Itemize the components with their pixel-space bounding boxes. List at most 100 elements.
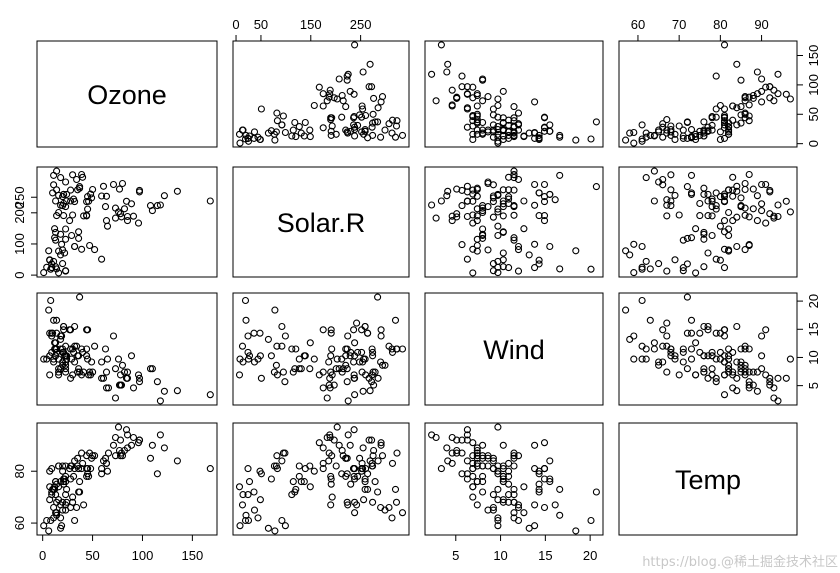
data-point	[292, 345, 300, 353]
data-point	[535, 256, 543, 264]
data-point	[473, 102, 481, 110]
data-point	[473, 212, 481, 220]
data-point	[489, 260, 497, 268]
data-point	[428, 201, 436, 209]
data-point	[463, 90, 471, 98]
data-point	[374, 293, 382, 301]
data-point	[729, 384, 737, 392]
data-point	[540, 217, 549, 225]
data-point	[250, 358, 259, 366]
data-point	[733, 60, 741, 68]
data-point	[671, 191, 679, 199]
data-point	[494, 222, 502, 230]
data-point	[745, 213, 753, 221]
data-point	[655, 260, 663, 268]
data-point	[655, 128, 663, 136]
data-point	[725, 186, 733, 194]
data-point	[510, 186, 518, 194]
data-point	[737, 103, 745, 111]
data-point	[62, 491, 70, 499]
data-point	[98, 255, 106, 263]
data-point	[330, 94, 338, 102]
tick-label: 90	[754, 17, 768, 32]
data-point	[572, 527, 580, 535]
data-point	[437, 465, 445, 473]
data-point	[473, 185, 481, 194]
data-point	[687, 329, 696, 337]
data-point	[135, 186, 144, 194]
data-point	[679, 236, 687, 244]
data-point	[708, 121, 716, 129]
data-point	[123, 217, 132, 225]
data-point	[319, 102, 327, 110]
data-point	[469, 245, 477, 253]
data-point	[505, 193, 513, 201]
data-point	[514, 246, 523, 254]
data-point	[766, 378, 774, 386]
data-point	[725, 345, 733, 353]
data-point	[473, 192, 481, 200]
data-point	[692, 371, 700, 379]
data-point	[343, 498, 351, 506]
data-point	[700, 184, 708, 192]
data-point	[45, 247, 53, 255]
data-point	[745, 368, 753, 376]
panel-points	[40, 293, 214, 405]
data-point	[733, 213, 741, 221]
tick-label: 100	[132, 548, 154, 563]
data-point	[720, 41, 729, 49]
data-point	[241, 516, 250, 525]
data-point	[499, 212, 507, 220]
data-point	[432, 433, 440, 442]
data-point	[494, 516, 502, 525]
data-point	[725, 123, 733, 131]
data-point	[712, 113, 720, 121]
data-point	[63, 197, 71, 205]
data-point	[236, 139, 244, 147]
data-point	[278, 322, 286, 331]
data-point	[116, 371, 125, 379]
data-point	[437, 41, 445, 49]
data-point	[103, 222, 112, 230]
data-point	[257, 105, 265, 113]
data-point	[55, 247, 63, 255]
data-point	[505, 186, 513, 194]
data-point	[650, 167, 658, 175]
panel-ozone-vs-wind	[424, 40, 604, 148]
data-point	[453, 213, 461, 221]
data-point	[270, 368, 278, 376]
data-point	[80, 501, 88, 509]
data-point	[749, 368, 757, 376]
data-point	[469, 439, 477, 447]
data-point	[319, 465, 327, 473]
data-point	[458, 241, 466, 249]
data-point	[745, 378, 753, 386]
data-point	[350, 371, 358, 379]
data-point	[720, 124, 729, 132]
data-point	[270, 462, 278, 470]
data-point	[546, 475, 554, 483]
data-point	[473, 478, 481, 486]
data-point	[109, 441, 118, 449]
data-point	[328, 345, 336, 353]
data-point	[374, 457, 382, 465]
data-point	[494, 113, 502, 121]
data-point	[489, 503, 497, 512]
data-point	[101, 345, 110, 353]
data-point	[292, 133, 300, 141]
data-point	[659, 326, 667, 334]
data-point	[109, 332, 118, 340]
tick-label: 100	[12, 233, 27, 255]
data-point	[109, 180, 118, 189]
data-point	[531, 465, 539, 473]
data-point	[53, 265, 61, 273]
data-point	[75, 228, 83, 236]
tick-label: 50	[85, 548, 99, 563]
data-point	[377, 503, 385, 512]
data-point	[540, 465, 549, 473]
data-point	[326, 86, 334, 94]
data-point	[315, 83, 323, 91]
data-point	[306, 339, 314, 347]
data-point	[700, 352, 708, 360]
data-point	[272, 361, 280, 369]
